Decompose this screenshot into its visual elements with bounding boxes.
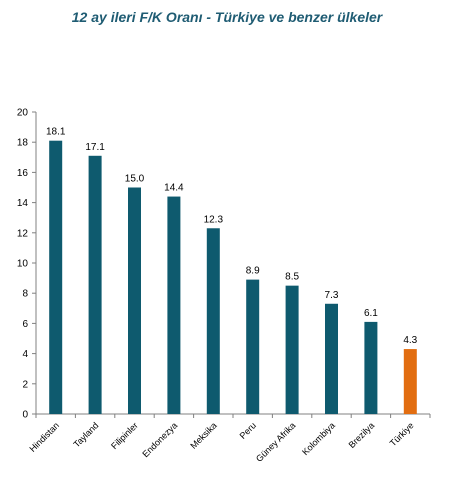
category-label: Türkiye: [388, 420, 416, 448]
data-label: 12.3: [204, 214, 224, 225]
y-tick-label: 0: [22, 410, 28, 421]
category-label: Güney Afrika: [254, 420, 298, 464]
category-label: Tayland: [72, 420, 101, 449]
bar-tayland: [88, 155, 102, 415]
y-tick-label: 8: [22, 289, 28, 300]
chart-title: 12 ay ileri F/K Oranı - Türkiye ve benze…: [71, 9, 383, 25]
data-label: 8.5: [285, 272, 299, 283]
y-tick-label: 6: [22, 319, 28, 330]
chart-axes: 0 2 4 6 8 10 12 14 16 18 20: [17, 108, 431, 421]
data-label: 8.9: [246, 266, 260, 277]
category-label: Endonezya: [140, 420, 179, 459]
data-label: 4.3: [403, 335, 417, 346]
y-tick-label: 18: [17, 138, 29, 149]
data-label: 14.4: [164, 183, 184, 194]
bar-hindistan: [49, 140, 63, 414]
data-label: 18.1: [46, 127, 66, 138]
bar-kolombiya: [325, 303, 338, 414]
bar-güney-afrika: [285, 285, 299, 414]
y-tick-label: 2: [22, 379, 28, 390]
bar-endonezya: [167, 196, 181, 414]
bar-türkiye: [403, 349, 417, 414]
category-label: Peru: [238, 420, 259, 441]
bar-brezilya: [364, 321, 378, 414]
y-tick-label: 12: [17, 228, 29, 239]
y-tick-label: 14: [17, 198, 29, 209]
y-tick-label: 4: [22, 349, 28, 360]
data-label: 6.1: [364, 308, 378, 319]
y-tick-label: 10: [17, 259, 29, 270]
bar-peru: [246, 279, 260, 414]
category-labels-group: Hindistan Tayland Filipinler Endonezya Meksi…: [28, 420, 416, 464]
category-label: Filipinler: [109, 420, 140, 451]
data-label: 15.0: [125, 174, 145, 185]
data-label: 7.3: [325, 290, 339, 301]
bar-meksika: [206, 228, 220, 414]
data-label: 17.1: [85, 142, 105, 153]
category-label: Kolombiya: [300, 420, 337, 457]
bars-group: [49, 140, 417, 415]
category-label: Hindistan: [28, 420, 62, 454]
y-tick-label: 16: [17, 168, 29, 179]
bar-filipinler: [128, 187, 141, 414]
data-labels-group: 18.1 17.1 15.0 14.4 12.3 8.9 8.5 7.3 6.1 4.3: [46, 127, 418, 346]
category-label: Brezilya: [347, 420, 377, 450]
category-label: Meksika: [188, 420, 218, 450]
y-tick-label: 20: [17, 108, 29, 119]
